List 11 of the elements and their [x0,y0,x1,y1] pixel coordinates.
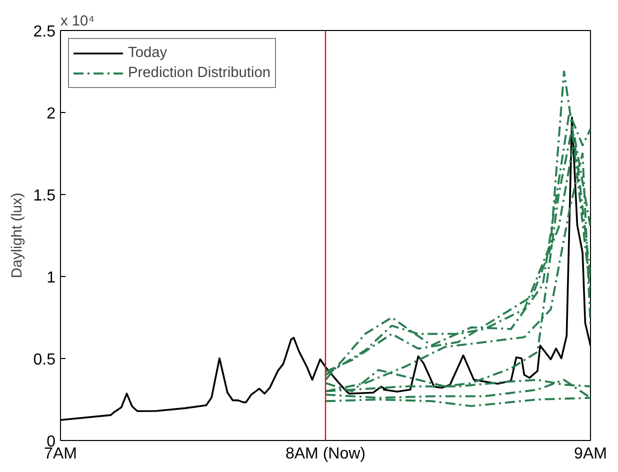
y-tick-label: 0.5 [33,352,56,368]
x-tick-label: 9AM [574,446,607,462]
y-tick-label: 1.5 [33,188,56,204]
y-tick-label: 2.5 [33,24,56,40]
x-tick-label: 8AM (Now) [285,446,366,462]
legend-label: Prediction Distribution [128,65,271,81]
text: x 10⁴ [60,14,94,30]
y-tick-label: 2 [46,106,56,122]
y-tick-label: 1 [46,270,56,286]
legend-label: Today [128,45,168,61]
y-axis-title: Daylight (lux) [9,192,26,278]
